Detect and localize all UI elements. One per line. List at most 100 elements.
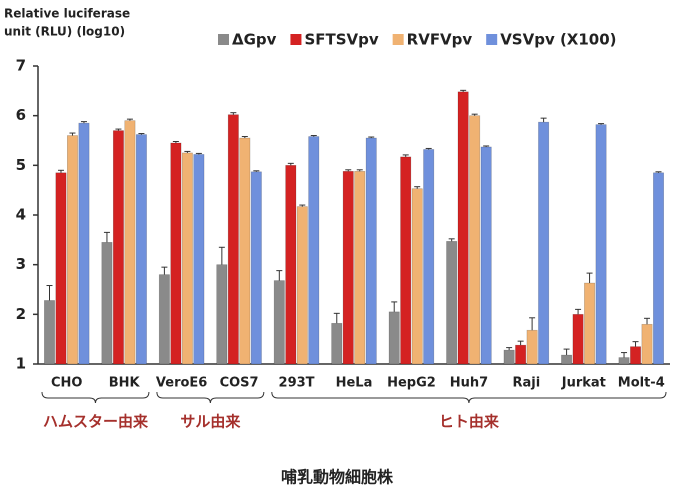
- bar: [526, 329, 538, 365]
- error-bar: [46, 285, 53, 301]
- error-bar: [575, 308, 582, 315]
- error-bar: [138, 133, 145, 135]
- x-tick-label: BHK: [109, 376, 141, 391]
- error-bar: [644, 317, 651, 325]
- legend-label: VSVpv (X100): [500, 31, 616, 49]
- error-bar: [402, 154, 409, 157]
- error-bar: [218, 246, 225, 265]
- bar: [296, 206, 308, 365]
- error-bar: [230, 112, 237, 115]
- error-bar: [621, 352, 628, 358]
- bar: [216, 264, 228, 365]
- x-tick-label: COS7: [220, 376, 259, 391]
- error-bar: [299, 204, 306, 207]
- legend-swatch: [486, 34, 498, 45]
- bar: [469, 115, 481, 365]
- x-tick-label: CHO: [51, 376, 82, 391]
- bar: [354, 170, 366, 365]
- x-tick-label: Huh7: [450, 376, 488, 391]
- bar: [400, 156, 412, 365]
- bar: [227, 114, 239, 365]
- error-bar: [161, 266, 168, 275]
- x-tick-label: Raji: [513, 376, 541, 391]
- bar: [515, 344, 527, 365]
- y-tick-label: 4: [16, 206, 26, 224]
- error-bar: [287, 162, 294, 166]
- bar: [285, 165, 297, 365]
- error-bar: [276, 270, 283, 281]
- bar: [44, 300, 55, 365]
- bar: [78, 122, 90, 365]
- bar: [193, 154, 205, 365]
- x-tick-label: Jurkat: [561, 376, 606, 391]
- y-axis-label: unit (RLU) (log10): [4, 25, 125, 39]
- bar: [572, 314, 584, 365]
- legend-label: RVFVpv: [407, 31, 473, 49]
- bar: [538, 121, 550, 365]
- error-bar: [529, 317, 536, 331]
- bar: [112, 130, 124, 365]
- error-bar: [368, 136, 375, 139]
- y-tick-label: 6: [16, 106, 26, 124]
- bar: [595, 124, 607, 365]
- error-bar: [483, 145, 490, 147]
- bar: [181, 152, 193, 365]
- error-bar: [471, 113, 478, 116]
- error-bar: [253, 170, 260, 172]
- y-tick-label: 7: [16, 57, 26, 75]
- bar: [503, 349, 515, 365]
- group-label: サル由来: [180, 413, 241, 431]
- error-bar: [184, 150, 191, 153]
- legend-label: SFTSVpv: [304, 31, 378, 49]
- group-bracket: [156, 391, 265, 404]
- bar: [158, 274, 170, 365]
- y-tick-label: 3: [16, 255, 26, 273]
- error-bar: [425, 147, 432, 150]
- bar: [273, 280, 285, 365]
- error-bar: [356, 169, 363, 172]
- bar: [67, 135, 78, 365]
- group-bracket: [271, 391, 667, 404]
- bar: [124, 120, 136, 365]
- error-bar: [310, 135, 317, 137]
- error-bar: [448, 238, 455, 242]
- error-bar: [632, 341, 639, 347]
- bar: [331, 322, 343, 365]
- error-bar: [69, 132, 76, 136]
- bar: [308, 136, 320, 365]
- x-tick-label: HeLa: [336, 376, 373, 391]
- bar: [457, 91, 469, 365]
- error-bar: [57, 169, 64, 173]
- bar: [423, 149, 435, 365]
- error-bar: [414, 186, 421, 189]
- bar: [101, 242, 113, 365]
- error-bar: [655, 171, 662, 173]
- bar: [480, 146, 492, 365]
- chart-title: 哺乳動物細胞株: [281, 468, 394, 487]
- legend-swatch: [392, 34, 404, 45]
- x-tick-label: VeroE6: [156, 376, 207, 391]
- error-bar: [586, 272, 593, 284]
- error-bar: [172, 140, 179, 143]
- error-bar: [103, 231, 110, 243]
- error-bar: [517, 340, 524, 346]
- error-bar: [506, 347, 513, 351]
- error-bar: [345, 169, 352, 172]
- error-bar: [241, 136, 248, 139]
- bar: [55, 172, 67, 365]
- bar: [641, 323, 653, 365]
- group-bracket: [41, 391, 150, 404]
- y-tick-label: 2: [16, 305, 26, 323]
- y-axis-label: Relative luciferase: [4, 7, 130, 21]
- bar: [135, 134, 147, 365]
- error-bar: [126, 118, 133, 121]
- bar: [653, 172, 664, 365]
- error-bar: [460, 89, 467, 92]
- error-bar: [333, 312, 340, 324]
- bar: [388, 311, 400, 365]
- x-tick-label: Molt-4: [618, 376, 665, 391]
- legend-label: ΔGpv: [232, 31, 277, 49]
- bar: [411, 188, 423, 365]
- bar: [561, 354, 573, 365]
